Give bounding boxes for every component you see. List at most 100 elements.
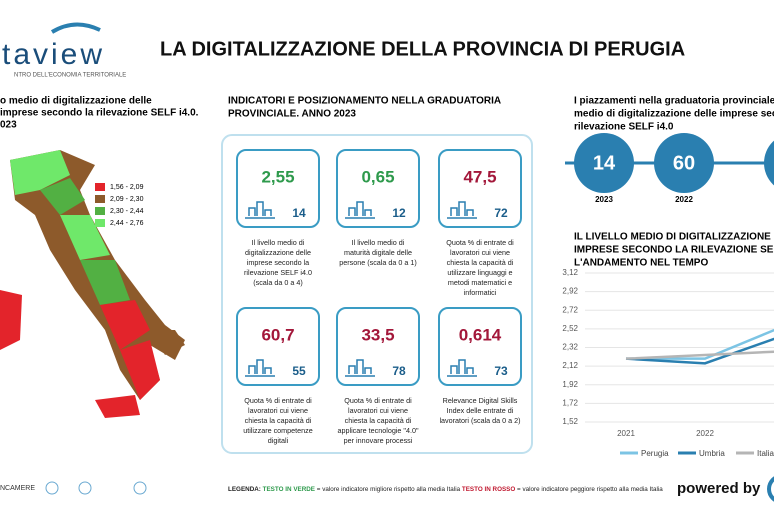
footer-legend-part: = valore indicatore peggiore rispetto al…: [517, 486, 663, 493]
logo-subtitle: NTRO DELL'ECONOMIA TERRITORIALE: [14, 73, 126, 79]
card-value: 2,55: [261, 167, 294, 186]
partner-logo: [133, 481, 147, 495]
footer-brand: NCAMERE: [0, 485, 35, 492]
rank-year: 2022: [675, 195, 693, 204]
map-title: 023: [0, 120, 17, 131]
chart-title: IL LIVELLO MEDIO DI DIGITALIZZAZIONE DEL: [574, 232, 774, 243]
card-description: utilizzare competenze: [243, 426, 313, 435]
card-value: 0,65: [361, 167, 394, 186]
chart-title: L'ANDAMENTO NEL TEMPO: [574, 258, 708, 269]
card-value: 33,5: [361, 325, 394, 344]
map-title: o medio di digitalizzazione delle: [0, 96, 152, 107]
legend-label: 2,30 - 2,44: [110, 208, 144, 215]
rank-icon: [245, 201, 275, 219]
card-description: lavoratori (scala da 0 a 2): [439, 416, 520, 425]
indicators-title: INDICATORI E POSIZIONAMENTO NELLA GRADUA…: [228, 96, 501, 107]
legend-label: Umbria: [699, 449, 725, 458]
logo: taview: [2, 38, 105, 71]
powered-by: powered by: [677, 480, 761, 497]
legend-label: 2,09 - 2,30: [110, 196, 144, 203]
rank-circle: [574, 133, 634, 193]
card-description: Il livello medio di: [252, 238, 305, 247]
card-description: per innovare processi: [344, 436, 413, 445]
rank-year: 2023: [595, 195, 613, 204]
card-description: digitali: [268, 436, 289, 445]
card-description: chiesta la capacità di: [245, 416, 312, 425]
logo-arc: [50, 22, 101, 34]
rank-icon: [447, 201, 477, 219]
rankings-title: I piazzamenti nella graduatoria provinci…: [574, 96, 774, 107]
card-description: Quota % di entrate di: [244, 396, 312, 405]
card-rank: 14: [292, 206, 306, 220]
line-series: [625, 350, 774, 360]
card-rank: 78: [392, 364, 406, 378]
indicators-panel: [221, 134, 533, 454]
card-description: chiesta la capacità di: [447, 258, 514, 267]
card-value: 0,614: [459, 325, 502, 344]
legend-label: Italia: [757, 449, 774, 458]
card-description: (scala da 0 a 4): [253, 278, 303, 287]
legend-swatch: [95, 219, 105, 227]
indicators-title: PROVINCIALE. ANNO 2023: [228, 109, 356, 120]
card-description: Il livello medio di: [352, 238, 405, 247]
partner-logo: [45, 481, 59, 495]
card-description: imprese secondo la: [247, 258, 309, 267]
card-rank: 73: [494, 364, 508, 378]
legend-label: 1,56 - 2,09: [110, 184, 144, 191]
partner-logo: [78, 481, 92, 495]
footer-legend-part: TESTO IN ROSSO: [462, 486, 516, 493]
card-description: maturità digitale delle: [344, 248, 412, 257]
card-rank: 72: [494, 206, 508, 220]
card-description: lavoratori cui viene: [348, 406, 408, 415]
y-tick-label: 2,52: [562, 324, 578, 333]
card-description: persone (scala da 0 a 1): [339, 258, 417, 267]
rank-number: 60: [673, 152, 695, 174]
card-description: chiesta la capacità di: [345, 416, 412, 425]
y-tick-label: 3,12: [562, 268, 578, 277]
rank-icon: [447, 359, 477, 377]
rank-circle: [654, 133, 714, 193]
card-description: Relevance Digital Skills: [443, 396, 518, 405]
legend-swatch: [95, 207, 105, 215]
legend-label: 2,44 - 2,76: [110, 220, 144, 227]
card-description: Quota % di entrate di: [344, 396, 412, 405]
card-description: informatici: [464, 288, 497, 297]
chart-title: IMPRESE SECONDO LA RILEVAZIONE SELF i4: [574, 245, 774, 256]
card-description: Index delle entrate di: [447, 406, 514, 415]
card-description: Quota % di entrate di: [446, 238, 514, 247]
y-tick-label: 2,12: [562, 361, 578, 370]
card-description: digitalizzazione delle: [245, 248, 311, 257]
card-description: utilizzare linguaggi e: [447, 268, 512, 277]
y-tick-label: 2,72: [562, 305, 578, 314]
legend-label: Perugia: [641, 449, 669, 458]
footer-legend: LEGENDA: TESTO IN VERDE = valore indicat…: [228, 486, 663, 493]
y-tick-label: 2,32: [562, 343, 578, 352]
x-tick-label: 2021: [617, 429, 635, 438]
card-rank: 12: [392, 206, 406, 220]
rank-number: 14: [593, 152, 616, 174]
map-title: imprese secondo la rilevazione SELF i4.0…: [0, 108, 199, 119]
card-description: lavoratori cui viene: [450, 248, 510, 257]
powered-logo: [767, 476, 774, 502]
card-description: lavoratori cui viene: [248, 406, 308, 415]
rank-icon: [245, 359, 275, 377]
y-tick-label: 1,72: [562, 398, 578, 407]
legend-swatch: [95, 183, 105, 191]
title: LA DIGITALIZZAZIONE DELLA PROVINCIA DI P…: [160, 38, 685, 60]
rankings-title: rilevazione SELF i4.0: [574, 122, 674, 133]
rank-icon: [345, 359, 375, 377]
rankings-title: medio di digitalizzazione delle imprese …: [574, 109, 774, 120]
card-rank: 55: [292, 364, 306, 378]
y-tick-label: 1,92: [562, 380, 578, 389]
rank-circle-cropped: [764, 140, 774, 186]
line-series: [625, 337, 774, 365]
y-tick-label: 1,52: [562, 417, 578, 426]
card-description: rilevazione SELF i4.0: [244, 268, 312, 277]
footer-legend-part: TESTO IN VERDE: [263, 486, 315, 493]
rank-icon: [345, 201, 375, 219]
card-value: 47,5: [463, 167, 496, 186]
card-description: applicare tecnologie "4.0": [337, 426, 418, 435]
italy-map: [0, 150, 185, 418]
